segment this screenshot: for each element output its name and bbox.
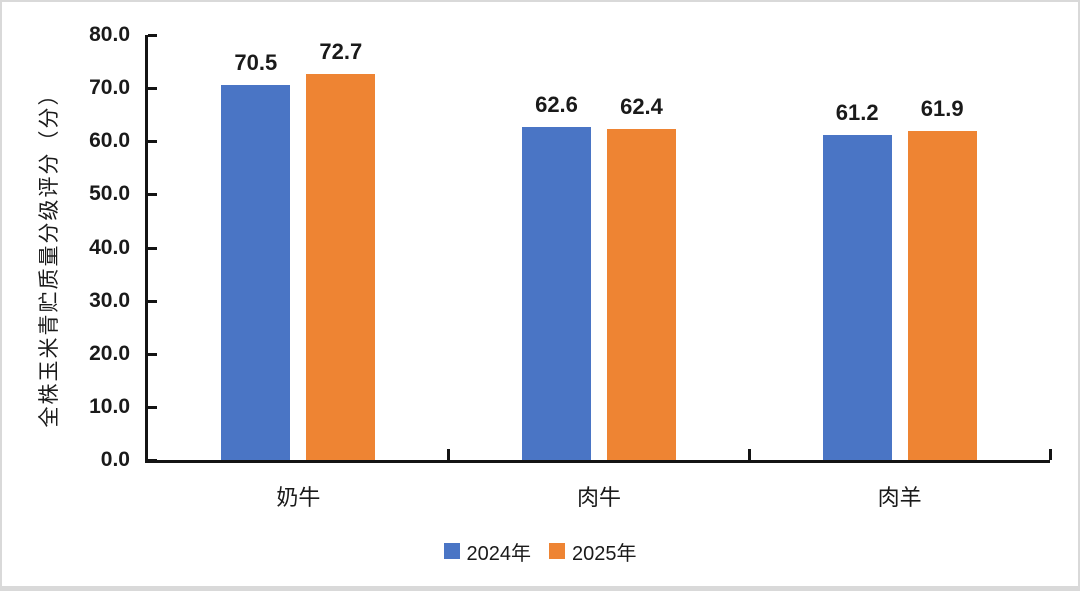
legend-label: 2024年 [466, 542, 532, 565]
category-label: 奶牛 [276, 485, 321, 510]
y-axis-tick [148, 34, 157, 37]
bar-value-label: 72.7 [319, 38, 363, 64]
y-axis-tick [148, 459, 157, 462]
y-axis-tick [148, 405, 157, 409]
y-axis-tick-label: 10.0 [89, 394, 130, 418]
y-axis-tick-label: 50.0 [89, 182, 130, 206]
y-axis-tick [148, 246, 157, 250]
bar [306, 73, 376, 460]
y-axis-tick-label: 60.0 [89, 129, 130, 153]
bar-value-label: 61.9 [920, 96, 964, 122]
bar [522, 127, 591, 460]
y-axis-tick-label: 70.0 [89, 76, 130, 100]
bar-value-label: 62.4 [620, 93, 663, 119]
y-axis-tick-label: 40.0 [89, 235, 130, 259]
y-axis-tick [148, 193, 157, 197]
plot-area: 0.0 10.0 20.0 30.0 40.0 50.0 60.0 70.0 80.0 奶牛 70.… [89, 23, 1052, 510]
x-axis-tick [447, 449, 451, 460]
category-label: 肉牛 [576, 485, 621, 510]
legend: 2024年 2025年 [2, 535, 1078, 567]
bar [822, 134, 892, 460]
legend-swatch [549, 543, 565, 559]
y-axis-tick-label: 20.0 [89, 341, 130, 365]
bar [221, 85, 291, 460]
category-label: 肉羊 [877, 485, 922, 510]
bar [907, 131, 977, 460]
x-axis-tick [747, 449, 751, 460]
legend-item: 2024年 [443, 537, 532, 566]
bar-value-label: 70.5 [234, 50, 278, 76]
legend-swatch [443, 543, 460, 559]
legend-item: 2025年 [549, 537, 637, 566]
y-axis-tick [148, 87, 157, 91]
bar-value-label: 62.6 [535, 92, 578, 118]
bar-value-label: 61.2 [835, 99, 879, 125]
y-axis-tick-label: 30.0 [89, 288, 130, 312]
y-axis-tick-label: 80.0 [89, 23, 130, 46]
y-axis-tick-label: 0.0 [100, 448, 130, 471]
y-axis-tick [148, 352, 157, 356]
x-axis-tick [1048, 449, 1052, 460]
y-axis-tick [148, 299, 157, 303]
legend-label: 2025年 [572, 542, 637, 565]
bar [607, 128, 676, 460]
y-axis-tick [148, 140, 157, 144]
